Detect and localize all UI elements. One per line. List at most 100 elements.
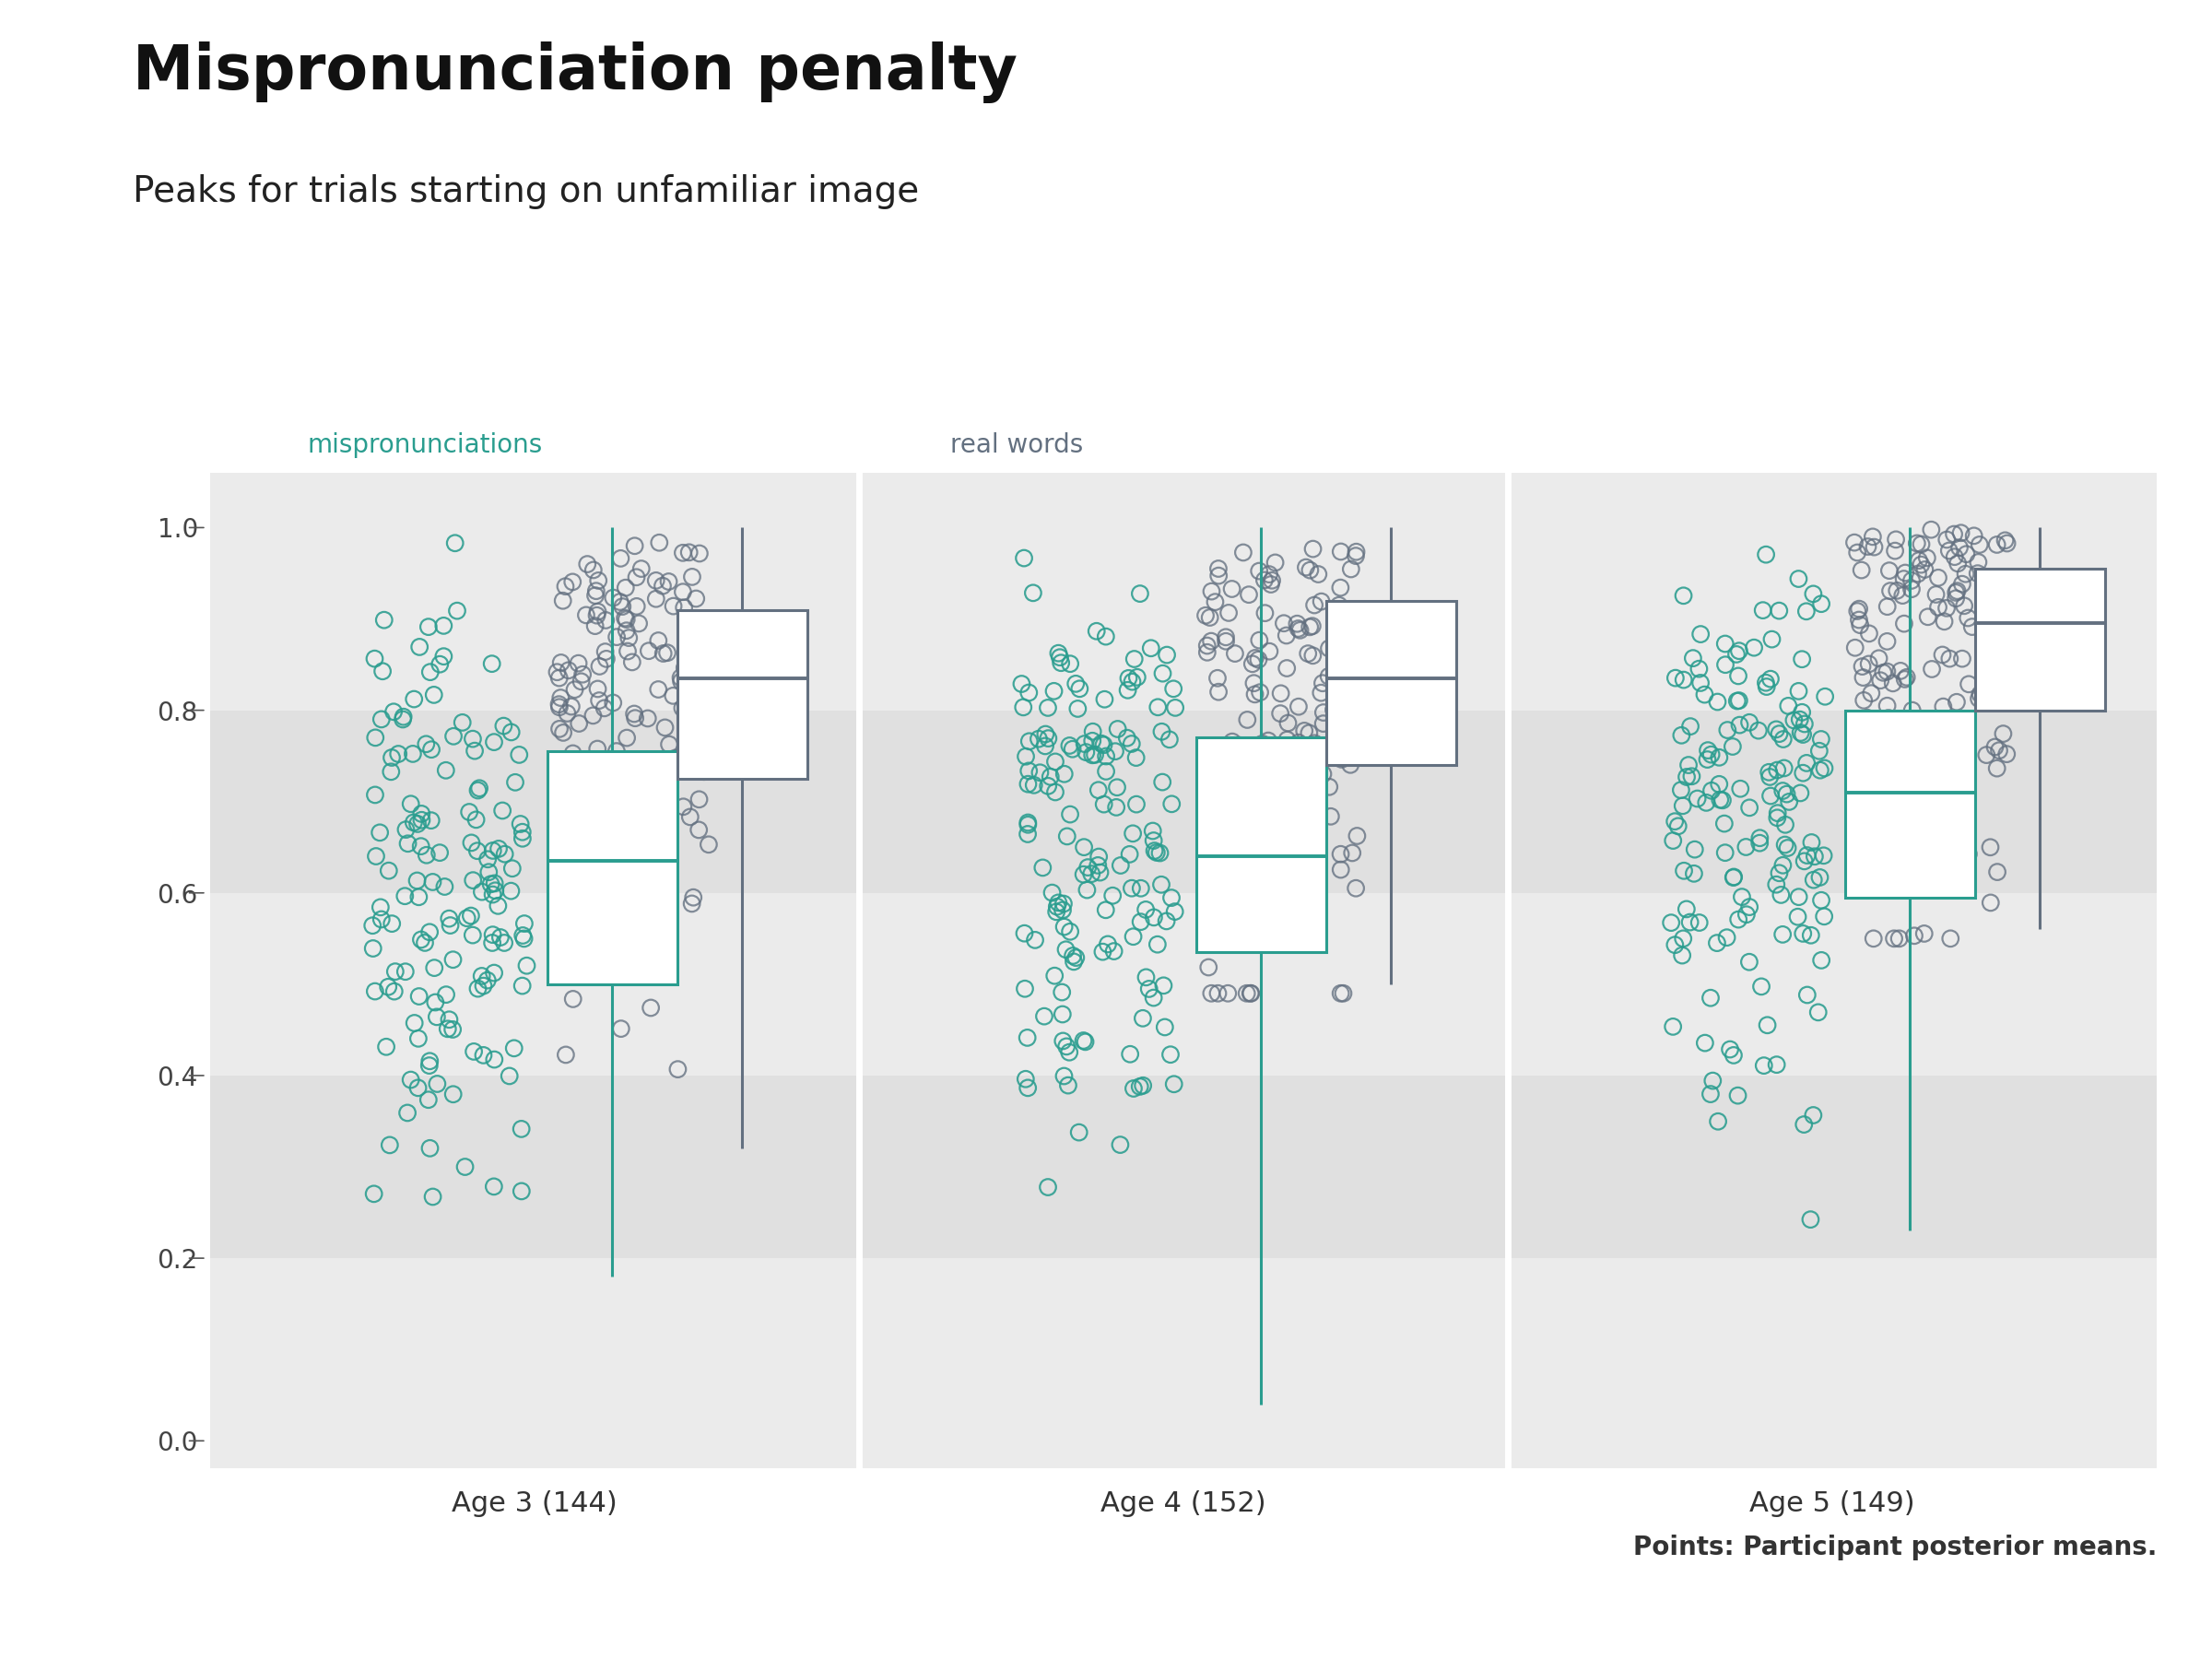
- Point: [1077, 742, 1113, 768]
- Point: [639, 586, 675, 612]
- Point: [1323, 574, 1358, 601]
- Point: [1146, 768, 1181, 795]
- Point: [480, 893, 515, 919]
- Point: [1248, 601, 1283, 627]
- Point: [1137, 904, 1172, 931]
- Point: [1794, 830, 1829, 856]
- Point: [1745, 597, 1781, 624]
- Bar: [210, 1258, 2157, 1440]
- Point: [1973, 889, 2008, 916]
- Point: [1655, 828, 1690, 854]
- Point: [1843, 612, 1878, 639]
- Point: [1920, 720, 1955, 747]
- Point: [599, 624, 635, 650]
- Point: [1338, 684, 1374, 710]
- Point: [1973, 834, 2008, 861]
- Point: [690, 755, 726, 781]
- Point: [1900, 752, 1936, 778]
- Point: [1836, 780, 1871, 806]
- Point: [1692, 1080, 1728, 1107]
- Point: [1334, 556, 1369, 582]
- Point: [1982, 737, 2017, 763]
- Point: [1803, 591, 1838, 617]
- Point: [1241, 647, 1276, 674]
- Point: [1121, 581, 1157, 607]
- Point: [504, 922, 540, 949]
- Point: [1692, 985, 1728, 1012]
- Point: [1955, 614, 1991, 640]
- Point: [608, 617, 644, 644]
- Point: [630, 705, 666, 732]
- Point: [387, 959, 422, 985]
- Point: [1869, 712, 1905, 738]
- Point: [445, 708, 480, 735]
- Point: [582, 654, 617, 680]
- Point: [1296, 826, 1332, 853]
- Point: [1133, 635, 1168, 662]
- Point: [374, 758, 409, 785]
- Point: [1230, 980, 1265, 1007]
- Point: [376, 979, 411, 1005]
- Point: [1239, 854, 1274, 881]
- Point: [1082, 859, 1117, 886]
- Point: [476, 881, 511, 907]
- Point: [1905, 531, 1940, 557]
- Point: [1759, 805, 1794, 831]
- Point: [403, 634, 438, 660]
- Point: [436, 1017, 471, 1044]
- Point: [1657, 932, 1692, 959]
- Point: [422, 839, 458, 866]
- Point: [1292, 614, 1327, 640]
- Point: [1913, 738, 1949, 765]
- Point: [588, 607, 624, 634]
- Point: [476, 728, 511, 755]
- Point: [1042, 640, 1077, 667]
- Point: [1882, 926, 1918, 952]
- Point: [1794, 1206, 1829, 1233]
- Point: [690, 831, 726, 858]
- Point: [418, 989, 453, 1015]
- Point: [1139, 693, 1175, 720]
- Point: [1776, 707, 1812, 733]
- Point: [1006, 975, 1042, 1002]
- Point: [1732, 795, 1767, 821]
- Point: [1887, 611, 1922, 637]
- Point: [1721, 906, 1756, 932]
- Point: [1854, 680, 1889, 707]
- Point: [1119, 745, 1155, 771]
- Point: [504, 1178, 540, 1204]
- Point: [1964, 611, 2000, 637]
- Point: [608, 725, 644, 752]
- Point: [626, 780, 661, 806]
- Point: [604, 594, 639, 620]
- Point: [549, 788, 584, 815]
- Point: [1736, 634, 1772, 660]
- Point: [1197, 748, 1232, 775]
- Point: [400, 1075, 436, 1102]
- Point: [1688, 790, 1723, 816]
- Point: [1743, 825, 1778, 851]
- Point: [1009, 743, 1044, 770]
- Point: [460, 776, 495, 803]
- Point: [1781, 884, 1816, 911]
- Point: [1743, 974, 1778, 1000]
- Point: [551, 657, 586, 684]
- Point: [1677, 861, 1712, 888]
- Point: [604, 546, 639, 572]
- Point: [1115, 924, 1150, 951]
- Text: Points: Participant posterior means.: Points: Participant posterior means.: [1632, 1535, 2157, 1561]
- Point: [1210, 980, 1245, 1007]
- Point: [1130, 975, 1166, 1002]
- Point: [1840, 597, 1876, 624]
- Point: [1754, 625, 1790, 652]
- Point: [453, 902, 489, 929]
- Point: [1192, 738, 1228, 765]
- Point: [1294, 743, 1329, 770]
- Point: [1088, 624, 1124, 650]
- Point: [1770, 781, 1805, 808]
- Point: [1677, 836, 1712, 863]
- Point: [1296, 730, 1332, 757]
- Point: [1223, 805, 1259, 831]
- Point: [476, 1047, 511, 1073]
- Point: [1666, 582, 1701, 609]
